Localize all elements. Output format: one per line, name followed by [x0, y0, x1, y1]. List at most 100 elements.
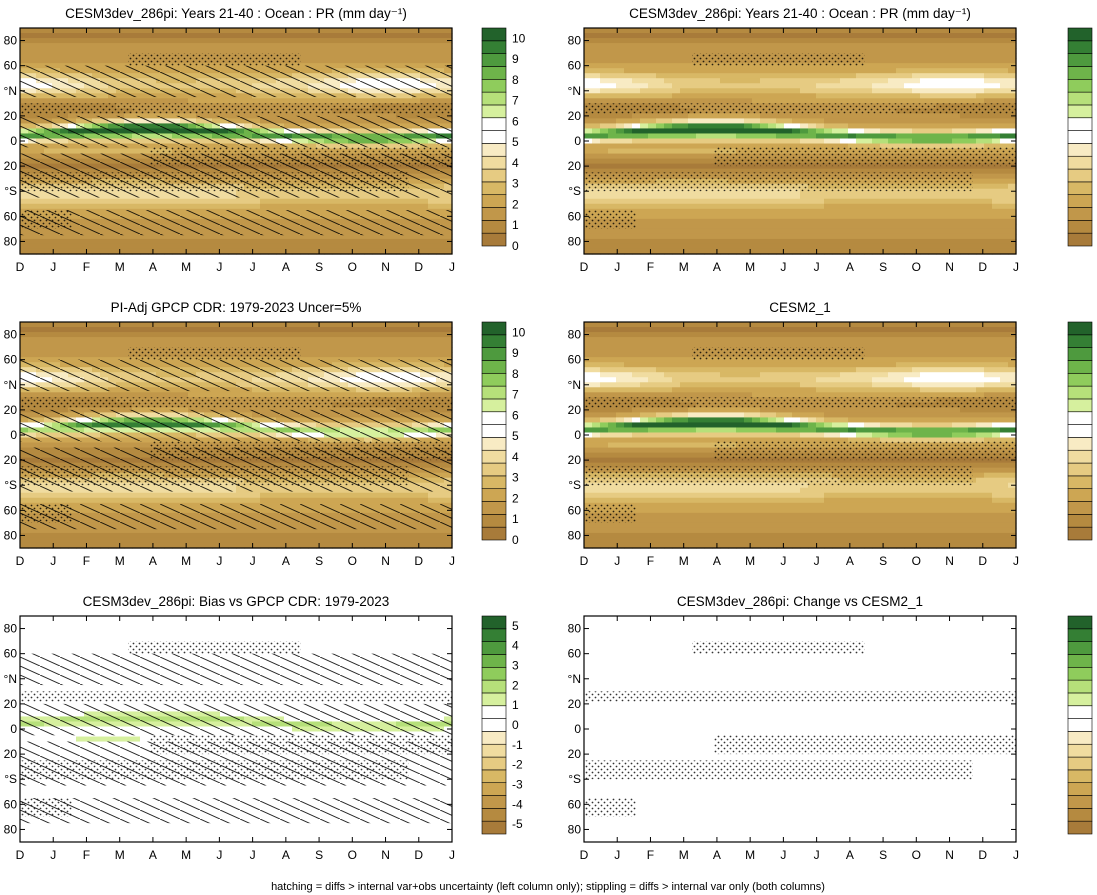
heatmap-cell: [968, 213, 977, 220]
heatmap-cell: [776, 233, 785, 240]
heatmap-cell: [616, 38, 625, 44]
heatmap-cell: [420, 58, 429, 64]
heatmap-cell: [856, 248, 865, 255]
heatmap-cell: [736, 188, 745, 195]
heatmap-cell: [1000, 48, 1009, 54]
heatmap-cell: [180, 48, 189, 54]
heatmap-cell: [856, 218, 865, 225]
heatmap-cell: [640, 158, 649, 165]
heatmap-cell: [276, 198, 285, 205]
heatmap-cell: [904, 93, 913, 99]
heatmap-cell: [912, 53, 921, 59]
heatmap-cell: [76, 58, 85, 64]
y-tick-label: 80: [4, 34, 18, 48]
heatmap-cell: [840, 28, 849, 34]
heatmap-cell: [632, 123, 641, 130]
heatmap-cell: [736, 248, 745, 255]
heatmap-cell: [784, 38, 793, 44]
heatmap-cell: [848, 38, 857, 44]
heatmap-cell: [632, 143, 641, 150]
heatmap-cell: [108, 43, 117, 49]
heatmap-cell: [888, 233, 897, 240]
heatmap-cell: [736, 243, 745, 250]
heatmap-cell: [808, 203, 817, 210]
heatmap-cell: [984, 218, 993, 225]
heatmap-cell: [704, 153, 713, 160]
stippling: [20, 172, 409, 192]
heatmap-cell: [800, 218, 809, 225]
heatmap-cell: [44, 43, 53, 49]
heatmap-cell: [880, 128, 889, 135]
heatmap-cell: [364, 98, 373, 104]
heatmap-cell: [28, 248, 37, 255]
heatmap-cell: [880, 78, 889, 84]
heatmap-cell: [800, 228, 809, 235]
heatmap-cell: [28, 148, 37, 155]
heatmap-cell: [904, 213, 913, 220]
heatmap-cell: [60, 233, 69, 240]
heatmap-cell: [856, 133, 865, 140]
heatmap-cell: [608, 83, 617, 89]
heatmap-cell: [412, 198, 421, 205]
heatmap-cell: [632, 43, 641, 49]
heatmap-cell: [624, 168, 633, 175]
heatmap-cell: [784, 193, 793, 200]
heatmap-cell: [704, 133, 713, 140]
heatmap-cell: [784, 113, 793, 119]
heatmap-cell: [744, 128, 753, 135]
heatmap-cell: [220, 248, 229, 255]
heatmap-cell: [592, 118, 601, 125]
heatmap-cell: [720, 188, 729, 195]
heatmap-cell: [968, 218, 977, 225]
heatmap-cell: [124, 43, 133, 49]
heatmap-cell: [768, 248, 777, 255]
heatmap-cell: [584, 43, 593, 49]
heatmap-cell: [808, 233, 817, 240]
heatmap-cell: [704, 233, 713, 240]
heatmap-cell: [132, 98, 141, 104]
heatmap-cell: [68, 43, 77, 49]
heatmap-cell: [944, 113, 953, 119]
heatmap-cell: [728, 223, 737, 230]
heatmap-cell: [880, 38, 889, 44]
heatmap-cell: [992, 93, 1001, 99]
heatmap-cell: [388, 53, 397, 59]
heatmap-cell: [180, 28, 189, 34]
heatmap-cell: [1000, 243, 1009, 250]
heatmap-cell: [44, 198, 53, 205]
heatmap-cell: [864, 218, 873, 225]
heatmap-cell: [960, 193, 969, 200]
heatmap-cell: [864, 138, 873, 145]
heatmap-cell: [436, 38, 445, 44]
heatmap-cell: [276, 38, 285, 44]
heatmap-cell: [592, 248, 601, 255]
heatmap-cell: [920, 68, 929, 74]
heatmap-cell: [196, 43, 205, 49]
heatmap-cell: [156, 203, 165, 210]
heatmap-cell: [984, 188, 993, 195]
heatmap-cell: [696, 228, 705, 235]
heatmap-cell: [792, 188, 801, 195]
heatmap-cell: [672, 218, 681, 225]
heatmap-cell: [444, 243, 453, 250]
heatmap-cell: [968, 63, 977, 69]
heatmap-cell: [840, 128, 849, 135]
heatmap-cell: [616, 28, 625, 34]
heatmap-cell: [968, 98, 977, 104]
heatmap-cell: [752, 223, 761, 230]
heatmap-cell: [164, 33, 173, 39]
heatmap-cell: [960, 33, 969, 39]
heatmap-cell: [976, 213, 985, 220]
heatmap-cell: [984, 133, 993, 140]
heatmap-cell: [600, 188, 609, 195]
heatmap-cell: [412, 48, 421, 54]
heatmap-cell: [608, 118, 617, 125]
heatmap-cell: [856, 48, 865, 54]
heatmap-cell: [632, 138, 641, 145]
heatmap-cell: [744, 193, 753, 200]
heatmap-cell: [688, 208, 697, 215]
heatmap-cell: [856, 113, 865, 119]
heatmap-cell: [696, 248, 705, 255]
heatmap-cell: [960, 248, 969, 255]
heatmap-cell: [872, 208, 881, 215]
